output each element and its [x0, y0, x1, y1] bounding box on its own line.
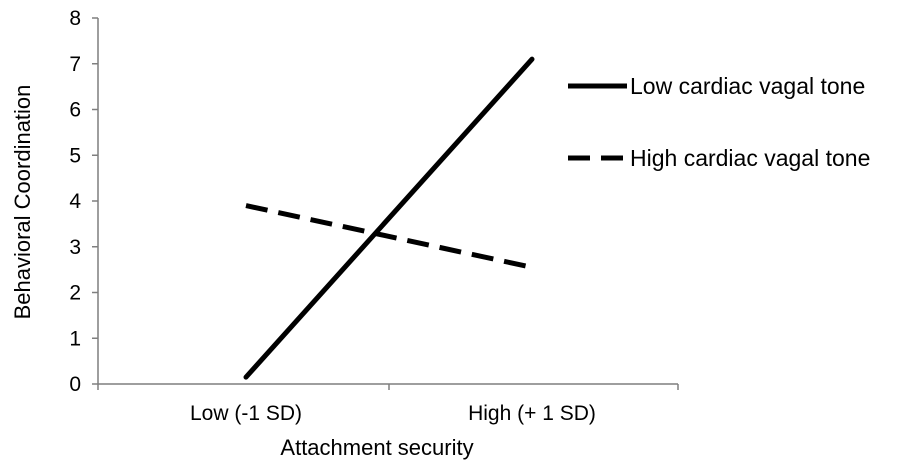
y-tick-label: 8: [69, 7, 81, 30]
series-line-high-vagal-tone: [245, 203, 533, 270]
y-tick-label: 3: [69, 236, 81, 259]
y-tick-label: 5: [69, 144, 81, 167]
y-tick-label: 0: [69, 373, 81, 396]
series-lines: [243, 56, 535, 380]
x-tick-label: Low (-1 SD): [190, 402, 302, 425]
legend-label: Low cardiac vagal tone: [630, 73, 865, 99]
axes: 0 1 2 3 4 5 6 7 8 Low (-1 SD) High (+ 1 SD): [69, 7, 679, 425]
y-tick-label: 1: [69, 327, 81, 350]
x-tick-label: High (+ 1 SD): [468, 402, 596, 425]
y-axis-title: Behavioral Coordination: [10, 85, 35, 320]
y-tick-label: 6: [69, 99, 81, 122]
x-axis-title: Attachment security: [280, 435, 473, 460]
legend-label: High cardiac vagal tone: [630, 145, 870, 171]
y-tick-label: 4: [69, 190, 81, 213]
y-tick-label: 2: [69, 282, 81, 305]
y-tick-label: 7: [69, 53, 81, 76]
series-line-low-vagal-tone: [243, 56, 535, 380]
legend: Low cardiac vagal tone High cardiac vagal…: [568, 73, 870, 171]
